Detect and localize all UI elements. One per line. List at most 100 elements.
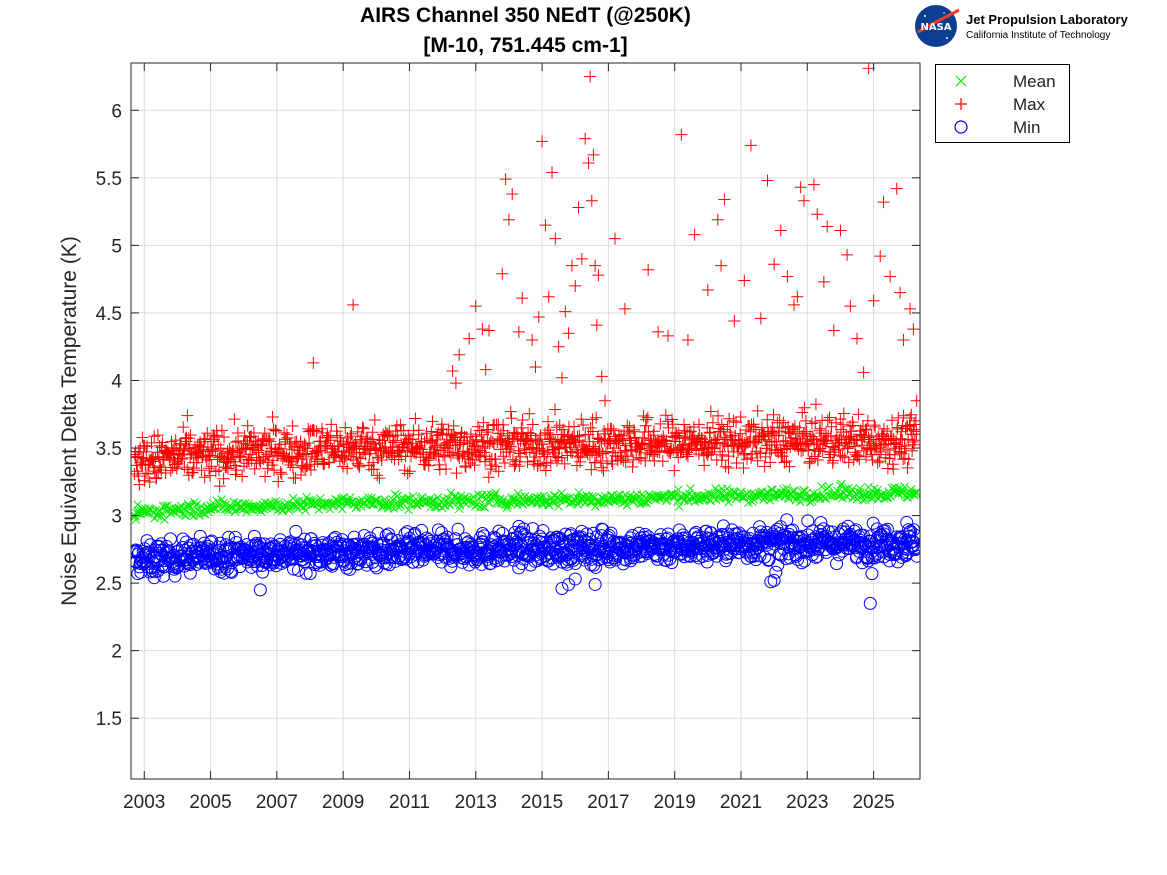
max-point <box>704 405 717 418</box>
max-point <box>747 421 760 434</box>
mean-point <box>788 486 798 496</box>
max-point <box>549 403 562 416</box>
mean-point <box>745 492 755 502</box>
mean-point <box>192 499 202 509</box>
max-point <box>352 459 365 472</box>
max-point <box>582 156 595 169</box>
max-point <box>907 423 920 436</box>
mean-point <box>209 504 218 513</box>
mean-point <box>244 499 253 509</box>
max-point <box>678 424 691 437</box>
max-point <box>734 410 747 423</box>
max-point <box>262 434 275 447</box>
max-point <box>853 453 866 466</box>
max-point <box>859 423 872 436</box>
legend-item-mean: Mean <box>936 70 1071 92</box>
max-point <box>584 421 597 434</box>
legend-item-max: Max <box>936 93 1071 115</box>
mean-point <box>227 503 237 512</box>
mean-point <box>328 498 337 508</box>
min-point <box>562 577 576 591</box>
max-point <box>498 456 511 469</box>
max-point <box>487 419 500 432</box>
max-point <box>871 456 884 469</box>
max-point <box>413 442 426 455</box>
max-point <box>791 290 804 303</box>
max-point <box>688 228 701 241</box>
mean-point <box>433 493 443 502</box>
max-point <box>266 459 279 472</box>
max-point <box>470 433 483 446</box>
max-point <box>564 445 577 458</box>
max-point <box>432 450 445 463</box>
max-point <box>592 269 605 282</box>
max-point <box>888 437 901 450</box>
max-point <box>703 427 716 440</box>
max-point <box>367 463 380 476</box>
max-point <box>280 428 293 441</box>
max-point <box>876 427 889 440</box>
mean-point <box>836 481 845 491</box>
max-point <box>754 447 767 460</box>
max-point <box>317 458 330 471</box>
max-point <box>844 300 857 313</box>
max-point <box>805 452 818 465</box>
mean-point <box>775 490 785 500</box>
max-point <box>562 327 575 340</box>
max-point <box>738 274 751 287</box>
min-point <box>567 532 581 546</box>
chart-title-line-1: AIRS Channel 350 NEdT (@250K) <box>360 4 691 27</box>
min-point <box>299 566 313 580</box>
max-point <box>857 366 870 379</box>
max-point <box>908 434 920 447</box>
max-point <box>821 414 834 427</box>
min-point <box>173 554 187 568</box>
max-point <box>233 445 246 458</box>
max-point <box>506 453 519 466</box>
max-point <box>633 443 646 456</box>
mean-point <box>444 498 454 508</box>
max-point <box>242 453 255 466</box>
mean-point <box>133 500 142 510</box>
max-point <box>633 451 646 464</box>
max-point <box>574 451 587 464</box>
max-point <box>686 430 699 443</box>
max-point <box>672 451 685 464</box>
max-point <box>668 464 681 477</box>
max-point <box>479 455 492 468</box>
max-point <box>600 445 613 458</box>
max-point <box>898 439 911 452</box>
max-point <box>289 472 302 485</box>
max-point <box>145 436 158 449</box>
max-point <box>425 425 438 438</box>
max-point <box>572 201 585 214</box>
max-point <box>516 414 529 427</box>
max-point <box>809 416 822 429</box>
legend: Mean Max Min <box>935 64 1070 143</box>
legend-item-min: Min <box>936 116 1071 138</box>
max-point <box>437 449 450 462</box>
max-point <box>431 429 444 442</box>
max-point <box>861 414 874 427</box>
mean-point <box>394 499 404 508</box>
max-point <box>672 427 685 440</box>
max-point <box>278 426 291 439</box>
max-point <box>842 431 855 444</box>
max-point <box>464 428 477 441</box>
max-point <box>483 324 496 337</box>
min-point <box>909 542 920 556</box>
mean-point <box>390 489 400 499</box>
mean-point <box>824 482 834 492</box>
max-point <box>744 139 757 152</box>
series-mean <box>131 479 920 525</box>
min-point <box>217 566 231 580</box>
max-point <box>781 439 794 452</box>
max-point <box>544 428 557 441</box>
max-point <box>268 464 281 477</box>
mean-point <box>721 493 730 503</box>
max-point <box>587 440 600 453</box>
max-point <box>354 433 367 446</box>
max-point <box>659 437 672 450</box>
max-point <box>848 440 861 453</box>
max-point <box>738 447 751 460</box>
